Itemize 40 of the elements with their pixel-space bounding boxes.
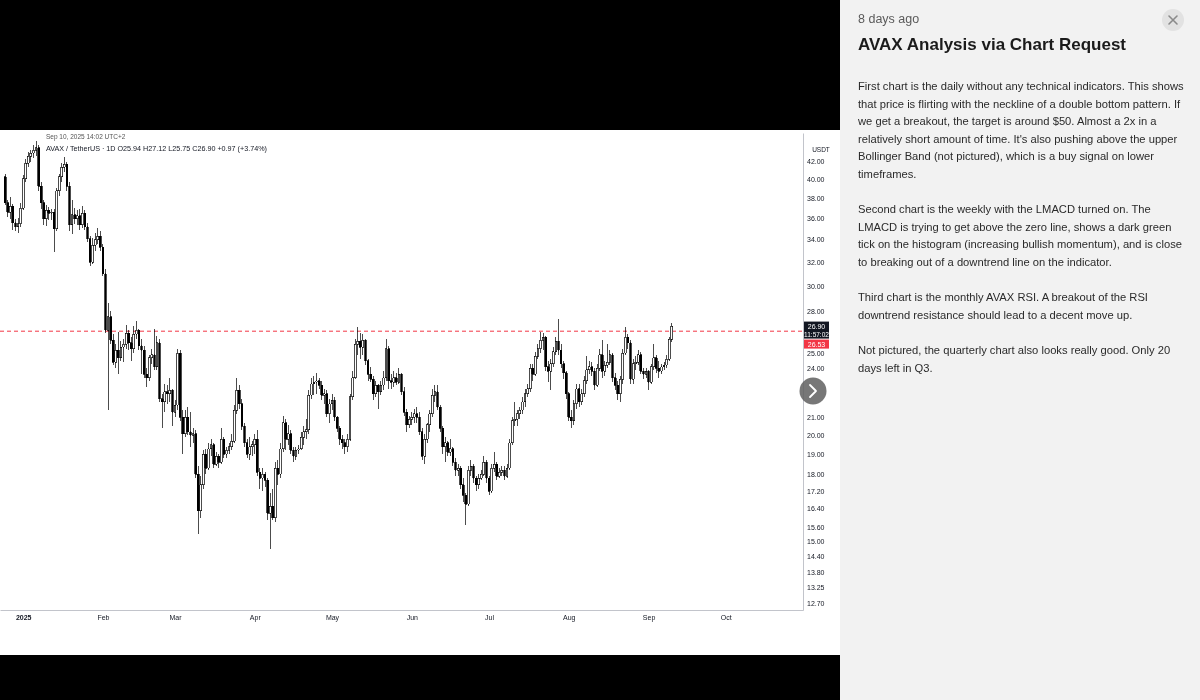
text: First chart is the daily without any technical indicators. This shows that price is flirting with the neckline of a double bottom pattern. If we get a breakout, the target is around $50. Almost a 2x in a relatively short amount of time. It's also pushing above the upper Bollinger Band (not pictured), which is a buy signal on lower timeframes. (858, 79, 1184, 182)
candlestick (320, 380, 323, 401)
candlestick (261, 467, 264, 492)
candlestick (639, 351, 643, 375)
candlestick (212, 442, 215, 469)
candlestick (500, 465, 504, 477)
text: 8 days ago (858, 12, 920, 26)
candlestick (395, 372, 398, 386)
text: Not pictured, the quarterly chart also looks really good. Only 20 days left in Q3. (858, 342, 1172, 376)
candlestick (91, 237, 94, 265)
candlestick (189, 411, 192, 448)
candlestick (117, 331, 120, 375)
candlestick (248, 436, 251, 461)
candlestick (32, 145, 35, 159)
candlestick (78, 209, 82, 231)
candlestick (274, 461, 277, 523)
candlestick (577, 383, 581, 408)
candlestick (410, 411, 414, 425)
candlestick (220, 427, 223, 465)
candlestick (81, 206, 84, 229)
candlestick (503, 465, 506, 481)
candlestick (45, 204, 48, 227)
text: AVAX Analysis via Chart Request (858, 35, 1126, 55)
candlestick (660, 363, 663, 375)
candlestick (284, 418, 287, 451)
candlestick (477, 473, 480, 490)
candlestick (392, 370, 396, 388)
text: Second chart is the weekly with the LMACD turned on. The LMACD is trying to get above the zero line, shows a dark green tick on the histogram (increasing bullish momentum), and is close to breaking out of a downtrend line on the indicator. (858, 202, 1183, 270)
candlestick (528, 363, 532, 393)
candlestick (315, 372, 318, 394)
candlestick (153, 328, 156, 371)
candlestick (377, 383, 380, 410)
candlestick (601, 339, 604, 378)
candlestick (312, 375, 316, 396)
text: Third chart is the monthly AVAX RSI. A breakout of the RSI downtrend resistance should lead to a decent move up. (858, 290, 1149, 323)
candlestick (343, 438, 347, 455)
candlestick (294, 446, 298, 461)
candlestick (29, 149, 33, 163)
candlestick (413, 408, 416, 424)
candlestick (207, 442, 210, 471)
